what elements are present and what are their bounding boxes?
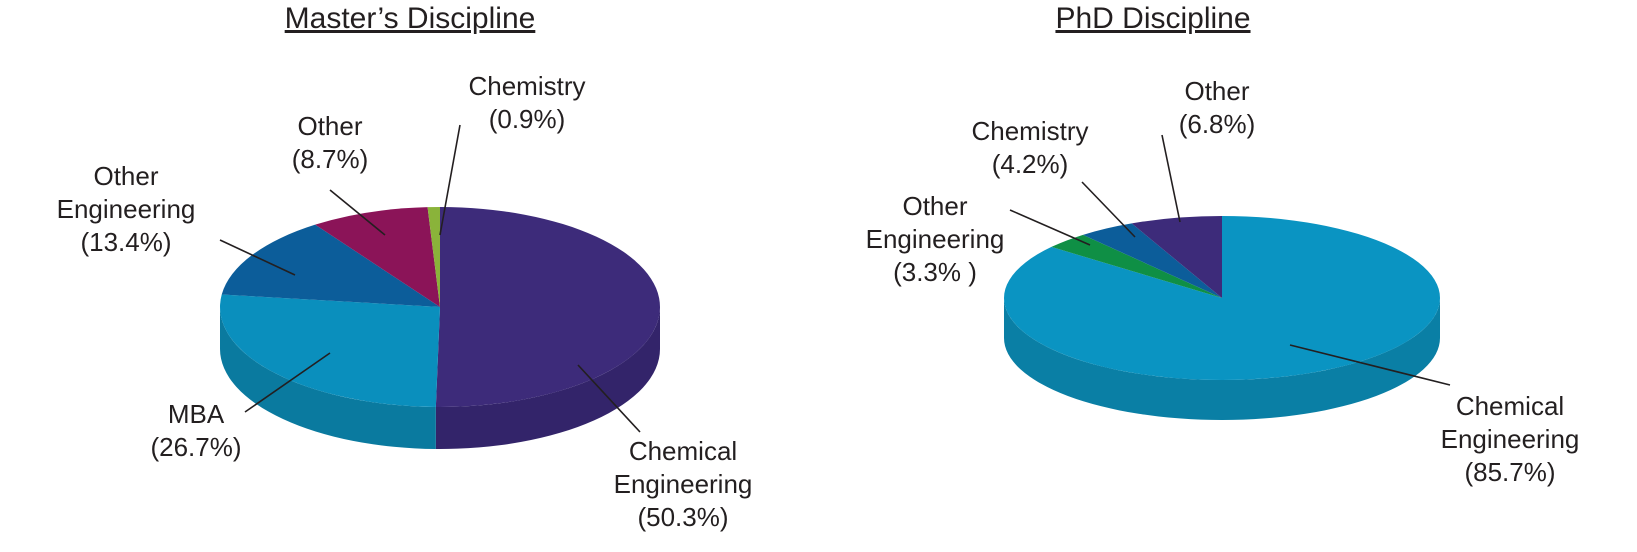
pie-slice-1-3 (1131, 216, 1222, 298)
phd-pie: Chemical Engineering (85.7%)Other Engineeri… (866, 76, 1580, 487)
slice-label-0-4: Chemistry (0.9%) (468, 71, 585, 134)
slice-label-line: (0.9%) (489, 104, 566, 134)
pie-slice-0-4 (427, 207, 440, 307)
leader-line-0-4 (439, 124, 461, 236)
phd-chart-title: PhD Discipline (1055, 2, 1250, 35)
leader-line-1-0 (1289, 344, 1451, 386)
slice-label-line: Other (297, 111, 362, 141)
slice-label-line: MBA (168, 399, 225, 429)
leader-line-1-1 (1009, 209, 1091, 246)
slice-label-line: (26.7%) (150, 432, 241, 462)
slice-label-line: Chemical (629, 436, 737, 466)
slice-label-1-3: Other (6.8%) (1179, 76, 1256, 139)
slice-label-1-2: Chemistry (4.2%) (971, 116, 1088, 179)
leader-line-0-2 (219, 239, 296, 276)
slice-label-line: Engineering (57, 194, 196, 224)
slice-label-line: Chemical (1456, 391, 1564, 421)
pie-slice-0-3 (315, 207, 440, 307)
slice-label-line: Other (902, 191, 967, 221)
leader-line-0-1 (244, 352, 331, 413)
pie-slice-0-0 (435, 207, 660, 407)
slice-label-line: Chemistry (971, 116, 1088, 146)
slice-label-line: Engineering (614, 469, 753, 499)
pie-slice-0-2 (221, 224, 440, 307)
leader-line-0-0 (577, 364, 641, 433)
masters-chart-title: Master’s Discipline (285, 2, 536, 35)
slice-label-line: Engineering (866, 224, 1005, 254)
slice-label-line: Chemistry (468, 71, 585, 101)
slice-label-line: Other (93, 161, 158, 191)
slice-label-0-3: Other (8.7%) (292, 111, 369, 174)
masters-pie: Chemical Engineering (50.3%)MBA (26.7%)Othe… (57, 71, 753, 532)
pie-slice-0-1 (220, 294, 440, 407)
leader-line-0-3 (329, 189, 386, 236)
pie-slice-1-2 (1083, 223, 1222, 298)
slice-label-1-0: Chemical Engineering (85.7%) (1441, 391, 1580, 487)
slice-label-0-0: Chemical Engineering (50.3%) (614, 436, 753, 532)
slice-label-line: (4.2%) (992, 149, 1069, 179)
slice-label-line: (85.7%) (1464, 457, 1555, 487)
pie-side-0-1 (220, 307, 436, 449)
slice-label-line: Engineering (1441, 424, 1580, 454)
slice-label-line: (3.3% ) (893, 257, 977, 287)
slice-label-1-1: Other Engineering (3.3% ) (866, 191, 1005, 287)
leader-line-1-3 (1161, 134, 1181, 223)
slice-label-line: (8.7%) (292, 144, 369, 174)
pie-side-1-0 (1004, 298, 1440, 420)
pie-slice-1-1 (1051, 234, 1222, 298)
pie-side-0-0 (435, 307, 660, 449)
leader-line-1-2 (1081, 181, 1136, 238)
slice-label-line: (50.3%) (637, 502, 728, 532)
slice-label-line: (6.8%) (1179, 109, 1256, 139)
slice-label-0-1: MBA (26.7%) (150, 399, 241, 462)
slice-label-line: (13.4%) (80, 227, 171, 257)
slice-label-line: Other (1184, 76, 1249, 106)
slice-label-0-2: Other Engineering (13.4%) (57, 161, 196, 257)
